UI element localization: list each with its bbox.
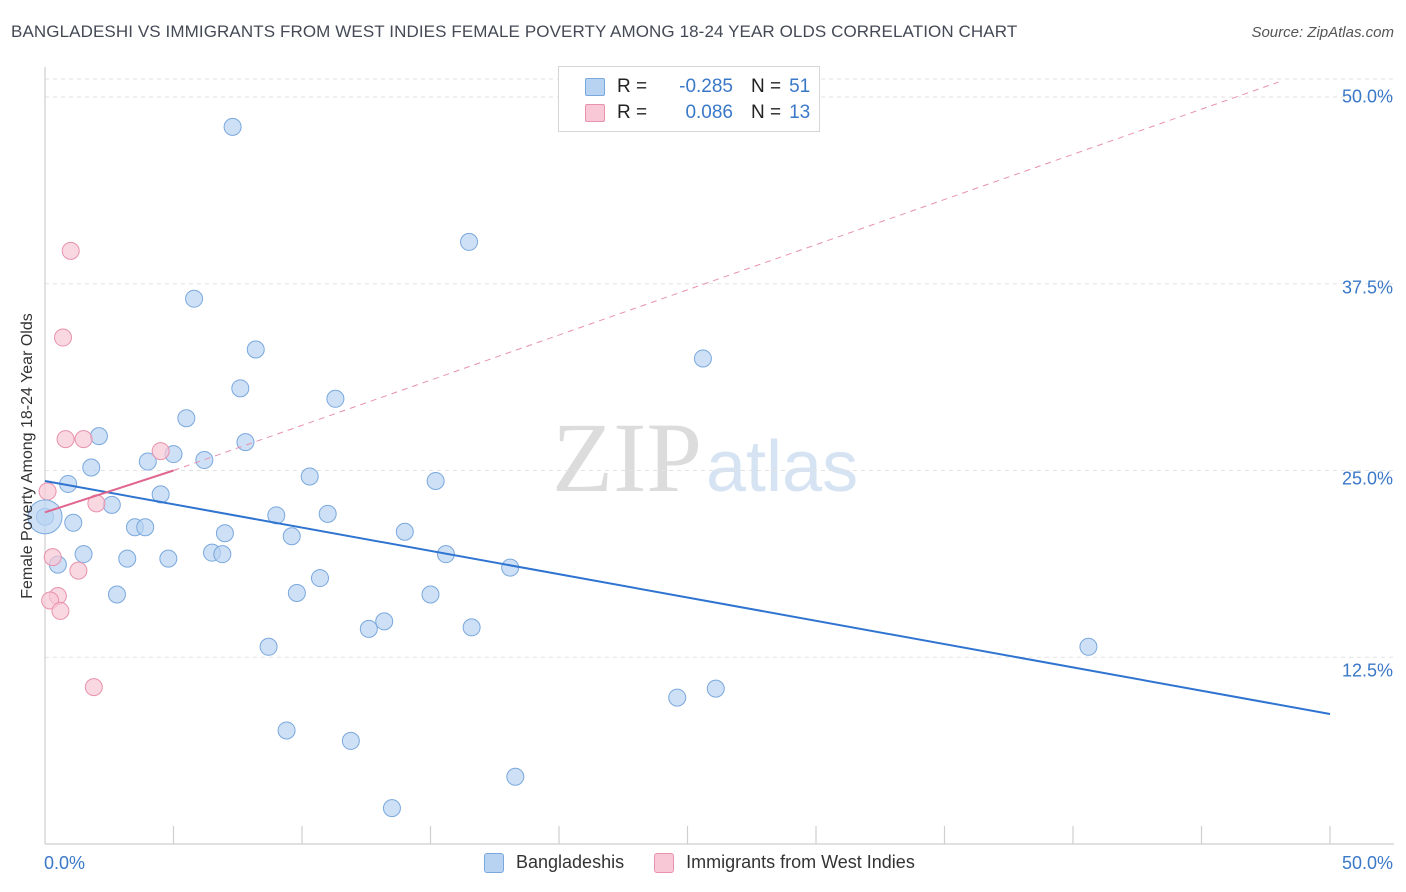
legend-swatch-pink	[654, 852, 675, 873]
bangladeshi-point	[231, 379, 250, 398]
bangladeshi-point	[185, 289, 204, 308]
legend-label: Immigrants from West Indies	[686, 852, 915, 872]
bangladeshi-point	[64, 513, 83, 532]
bangladeshi-point	[421, 585, 440, 604]
west-indies-point	[43, 548, 62, 567]
west-indies-point	[69, 561, 88, 580]
legend-n-value: 51	[789, 76, 811, 97]
y-tick-label: 50.0%	[1341, 86, 1393, 107]
bangladeshi-point	[177, 409, 196, 428]
legend-r-label: R =	[617, 102, 648, 123]
legend-label: Bangladeshis	[516, 852, 625, 872]
bangladeshi-point	[460, 232, 479, 251]
legend-item-west-indies[interactable]: Immigrants from West Indies	[654, 852, 915, 873]
legend-r-value: -0.285	[679, 76, 733, 97]
bangladeshi-point	[215, 524, 234, 543]
correlation-legend: R = -0.285 N = 51 R = 0.086 N = 13	[558, 66, 820, 132]
bangladeshi-point	[82, 458, 101, 477]
west-indies-point	[74, 430, 93, 449]
bangladeshi-point	[462, 618, 481, 637]
bangladeshi-point	[341, 731, 360, 750]
bangladeshi-point	[246, 340, 265, 359]
bangladeshi-point	[277, 721, 296, 740]
legend-item-bangladeshis[interactable]: Bangladeshis	[484, 852, 624, 873]
trend-line-dashed	[173, 81, 1279, 471]
bangladeshi-point	[318, 504, 337, 523]
legend-r-label: R =	[617, 76, 648, 97]
trend-line	[44, 469, 174, 514]
bangladeshi-point	[506, 767, 525, 786]
source-label: Source: ZipAtlas.com	[1251, 24, 1394, 41]
bangladeshi-point	[136, 518, 155, 537]
legend-swatch-blue	[484, 852, 504, 873]
y-tick-label: 12.5%	[1341, 660, 1393, 681]
bangladeshi-point	[326, 389, 345, 408]
bangladeshi-point	[426, 471, 445, 490]
watermark: ZIPatlas	[552, 400, 858, 515]
legend-swatch-blue	[585, 78, 605, 96]
west-indies-point	[61, 241, 80, 260]
bangladeshi-point	[287, 584, 306, 603]
bangladeshi-point	[501, 558, 520, 577]
legend-n-label: N =	[751, 76, 782, 97]
bangladeshi-point	[102, 495, 121, 514]
legend-r-value: 0.086	[685, 102, 733, 123]
bangladeshi-point	[282, 527, 301, 546]
bangladeshi-point	[310, 569, 329, 588]
bangladeshi-point	[706, 679, 725, 698]
west-indies-point	[151, 442, 170, 461]
y-axis-label: Female Poverty Among 18-24 Year Olds	[19, 313, 36, 599]
legend-row-bangladeshis: R = -0.285 N = 51	[585, 75, 810, 99]
trend-line	[44, 479, 1331, 716]
watermark-zip: ZIP	[552, 402, 702, 513]
bangladeshi-point	[107, 585, 126, 604]
bangladeshi-point	[300, 467, 319, 486]
bangladeshi-point	[693, 349, 712, 368]
west-indies-point	[51, 601, 70, 620]
bangladeshi-point	[118, 549, 137, 568]
bangladeshi-point	[74, 545, 93, 564]
y-tick-label: 25.0%	[1341, 468, 1393, 489]
bangladeshi-point	[89, 427, 108, 446]
west-indies-point	[56, 430, 75, 449]
bangladeshi-point	[259, 637, 278, 656]
x-tick-label: 50.0%	[1341, 853, 1393, 873]
bangladeshi-point	[138, 452, 157, 471]
west-indies-point	[84, 678, 103, 697]
chart-title: BANGLADESHI VS IMMIGRANTS FROM WEST INDI…	[11, 22, 1018, 41]
x-tick-label: 0.0%	[44, 853, 86, 873]
bangladeshi-point	[359, 619, 378, 638]
bangladeshi-point	[1079, 637, 1098, 656]
bangladeshi-point	[668, 688, 687, 707]
bangladeshi-point	[236, 433, 255, 452]
legend-row-west-indies: R = 0.086 N = 13	[585, 101, 810, 125]
bangladeshi-point	[375, 612, 394, 631]
bangladeshi-point	[382, 799, 401, 818]
bangladeshi-point	[195, 451, 214, 470]
west-indies-point	[38, 482, 57, 501]
legend-swatch-pink	[585, 104, 605, 122]
bangladeshi-point-large	[27, 499, 63, 535]
bangladeshi-point	[223, 117, 242, 136]
bangladeshi-point	[159, 549, 178, 568]
legend-n-label: N =	[751, 102, 782, 123]
bangladeshi-point	[213, 545, 232, 564]
west-indies-point	[53, 328, 72, 347]
watermark-atlas: atlas	[706, 427, 859, 507]
legend-n-value: 13	[789, 102, 811, 123]
y-tick-label: 37.5%	[1341, 277, 1393, 298]
bangladeshi-point	[395, 522, 414, 541]
series-legend: Bangladeshis Immigrants from West Indies	[484, 852, 945, 873]
